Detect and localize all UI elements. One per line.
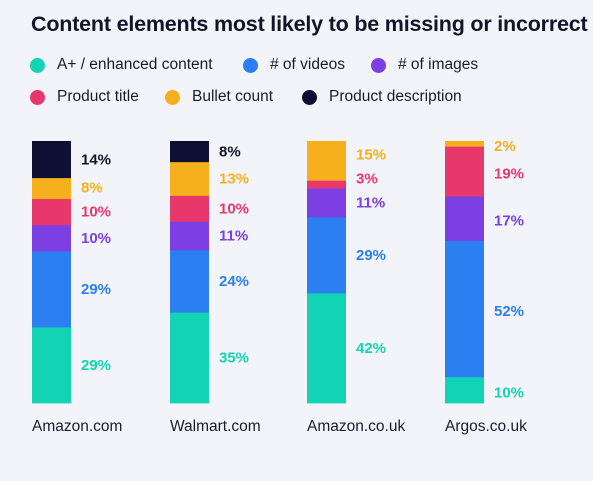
- category-label-amazon-co-uk: Amazon.co.uk: [307, 418, 405, 435]
- legend-label: # of images: [398, 56, 479, 73]
- legend-label: # of videos: [270, 56, 345, 73]
- data-label-walmart-com-product-title: 10%: [219, 200, 249, 217]
- legend-item-bullet-count: Bullet count: [165, 88, 273, 106]
- bar-segment-amazon-com-of-videos: [32, 251, 71, 328]
- bar-segment-amazon-com-of-images: [32, 224, 71, 252]
- legend-swatch-product-title: [30, 89, 45, 105]
- data-label-argos-co-uk-product-title: 19%: [494, 166, 524, 183]
- category-label-amazon-com: Amazon.com: [32, 418, 122, 435]
- bar-segment-walmart-com-product-description: [170, 141, 209, 163]
- legend-item-product-description: Product description: [302, 88, 462, 106]
- chart-title: Content elements most likely to be missi…: [31, 12, 588, 36]
- data-label-amazon-com-bullet-count: 8%: [81, 180, 103, 197]
- data-label-amazon-co-uk-a-enhanced-content: 42%: [356, 340, 386, 357]
- data-label-amazon-co-uk-of-videos: 29%: [356, 247, 386, 264]
- legend-label: Product description: [329, 88, 462, 105]
- legend-swatch-enhanced-content: [30, 57, 45, 73]
- bar-segment-argos-co-uk-bullet-count: [445, 141, 484, 147]
- bar-segment-walmart-com-of-videos: [170, 249, 209, 313]
- data-label-argos-co-uk-of-images: 17%: [494, 213, 524, 230]
- data-label-walmart-com-of-images: 11%: [219, 228, 248, 245]
- bar-segment-argos-co-uk-a-enhanced-content: [445, 376, 484, 404]
- legend-swatch-videos: [243, 57, 258, 73]
- data-label-argos-co-uk-bullet-count: 2%: [494, 138, 516, 155]
- legend-item-enhanced-content: A+ / enhanced content: [30, 56, 213, 74]
- data-label-amazon-com-of-images: 10%: [81, 230, 111, 247]
- bar-segment-amazon-com-product-description: [32, 141, 71, 179]
- bar-segment-argos-co-uk-of-videos: [445, 240, 484, 378]
- bar-segment-amazon-co-uk-of-images: [307, 188, 346, 218]
- bar-segment-amazon-co-uk-product-title: [307, 180, 346, 189]
- bar-segment-argos-co-uk-of-images: [445, 196, 484, 241]
- bar-segment-walmart-com-of-images: [170, 221, 209, 251]
- data-label-amazon-com-product-description: 14%: [81, 151, 111, 168]
- legend-item-videos: # of videos: [243, 56, 345, 74]
- data-label-amazon-com-a-enhanced-content: 29%: [81, 357, 111, 374]
- data-label-amazon-co-uk-product-title: 3%: [356, 171, 378, 188]
- legend-label: Product title: [57, 88, 139, 105]
- data-label-amazon-com-product-title: 10%: [81, 204, 111, 221]
- data-label-walmart-com-product-description: 8%: [219, 143, 241, 160]
- bar-segment-amazon-co-uk-of-videos: [307, 216, 346, 294]
- bar-segment-argos-co-uk-product-title: [445, 146, 484, 197]
- legend-item-images: # of images: [371, 56, 478, 74]
- data-label-amazon-co-uk-bullet-count: 15%: [356, 147, 386, 164]
- bar-segment-walmart-com-bullet-count: [170, 161, 209, 196]
- data-label-amazon-com-of-videos: 29%: [81, 281, 111, 298]
- bar-segment-walmart-com-product-title: [170, 195, 209, 222]
- legend-swatch-bullet-count: [165, 89, 180, 105]
- data-label-walmart-com-bullet-count: 13%: [219, 171, 249, 188]
- data-label-walmart-com-of-videos: 24%: [219, 273, 249, 290]
- bar-segment-amazon-co-uk-a-enhanced-content: [307, 292, 346, 404]
- legend-label: Bullet count: [192, 88, 273, 105]
- bar-segment-walmart-com-a-enhanced-content: [170, 312, 209, 404]
- bar-segment-amazon-com-bullet-count: [32, 177, 71, 200]
- category-label-argos-co-uk: Argos.co.uk: [445, 418, 527, 435]
- legend-item-product-title: Product title: [30, 88, 139, 106]
- bar-segment-amazon-co-uk-bullet-count: [307, 141, 346, 181]
- bar-segment-amazon-com-product-title: [32, 198, 71, 226]
- bar-segment-amazon-com-a-enhanced-content: [32, 327, 71, 404]
- category-label-walmart-com: Walmart.com: [170, 418, 261, 435]
- data-label-argos-co-uk-a-enhanced-content: 10%: [494, 384, 524, 401]
- legend-swatch-images: [371, 57, 386, 73]
- legend-label: A+ / enhanced content: [57, 56, 213, 73]
- data-label-argos-co-uk-of-videos: 52%: [494, 303, 524, 320]
- legend-swatch-product-description: [302, 89, 317, 105]
- data-label-walmart-com-a-enhanced-content: 35%: [219, 350, 249, 367]
- data-label-amazon-co-uk-of-images: 11%: [356, 195, 385, 212]
